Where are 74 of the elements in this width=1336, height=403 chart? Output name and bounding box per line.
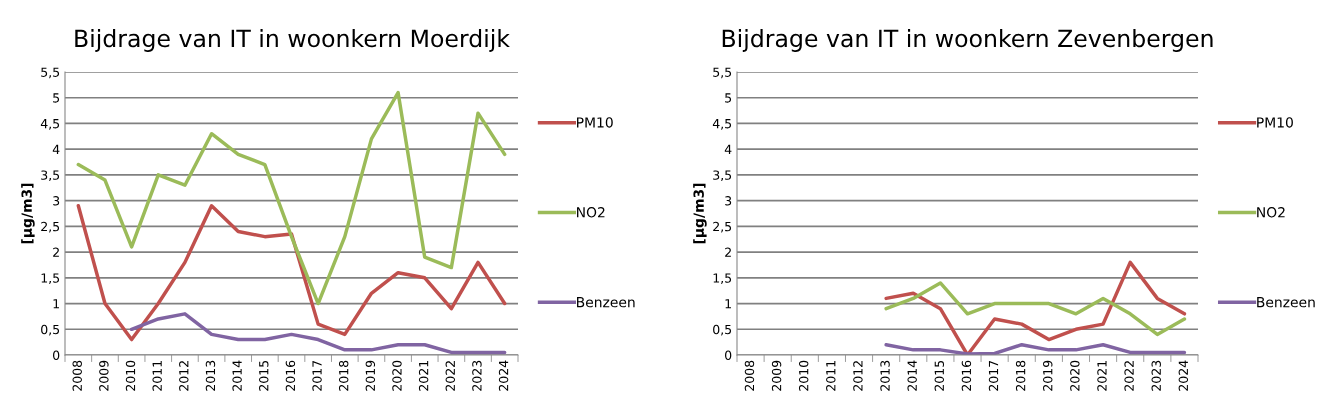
x-tick-label: 2016	[961, 360, 972, 391]
legend-label: NO2	[1257, 207, 1285, 218]
legend-label: NO2	[577, 207, 605, 218]
x-tick-label: 2020	[392, 360, 402, 391]
x-tick-label: 2015	[259, 360, 269, 391]
y-tick-label: 1	[53, 299, 59, 309]
y-tick-label: 2	[725, 247, 731, 257]
y-tick-label: 4,5	[712, 119, 732, 130]
y-tick-label: 0	[53, 350, 60, 360]
y-tick-label: 3,5	[713, 170, 732, 182]
x-tick-label: 2008	[744, 360, 755, 391]
x-tick-label: 2013	[205, 360, 216, 391]
x-tick-label: 2018	[338, 360, 349, 391]
x-tick-label: 2008	[72, 360, 82, 391]
line-series	[884, 260, 1187, 355]
legend-label: PM10	[1257, 117, 1293, 128]
x-tick-label: 2019	[365, 360, 376, 391]
x-tick-label: 2010	[125, 360, 136, 391]
y-axis-title: [µg/m3]	[693, 183, 707, 244]
x-tick-label: 2024	[1178, 360, 1189, 391]
y-tick-label: 2,5	[41, 221, 60, 233]
y-tick-label: 4,5	[40, 119, 60, 130]
y-tick-label: 3	[53, 196, 60, 206]
y-tick-label: 5	[53, 93, 60, 103]
x-tick-label: 2024	[498, 360, 509, 391]
line-series	[129, 312, 507, 355]
x-tick-label: 2021	[418, 361, 429, 391]
y-tick-label: 4	[724, 144, 732, 154]
legend-label: Benzeen	[577, 297, 635, 308]
x-tick-label: 2019	[1043, 360, 1053, 391]
x-tick-label: 2011	[826, 361, 836, 391]
x-tick-label: 2015	[934, 360, 945, 391]
x-tick-label: 2022	[445, 361, 456, 391]
line-series	[884, 342, 1187, 355]
y-axis-title: [µg/m3]	[21, 183, 35, 244]
legend-label: Benzeen	[1257, 297, 1315, 308]
line-series	[76, 204, 507, 342]
x-tick-label: 2020	[1070, 360, 1080, 391]
y-tick-label: 2,5	[713, 221, 732, 233]
y-tick-label: 1	[725, 299, 731, 309]
chart-title: Bijdrage van IT in woonkern Zevenbergen	[722, 29, 1213, 52]
y-tick-label: 4	[52, 144, 60, 154]
y-tick-label: 2	[53, 247, 59, 257]
x-tick-label: 2013	[880, 360, 890, 391]
y-tick-label: 1,5	[41, 273, 60, 285]
x-tick-label: 2010	[798, 360, 809, 391]
x-tick-label: 2018	[1015, 360, 1026, 391]
y-tick-label: 3	[725, 196, 732, 206]
x-tick-label: 2016	[285, 360, 296, 391]
x-tick-label: 2021	[1097, 361, 1107, 391]
x-tick-label: 2017	[312, 360, 322, 391]
x-tick-label: 2023	[1151, 360, 1161, 391]
y-tick-label: 5,5	[41, 67, 60, 79]
x-tick-label: 2012	[853, 361, 863, 391]
x-tick-label: 2017	[988, 360, 999, 391]
x-tick-label: 2011	[152, 361, 162, 391]
x-tick-label: 2009	[99, 360, 109, 391]
x-tick-label: 2023	[472, 360, 482, 391]
legend-label: PM10	[577, 117, 613, 128]
line-series	[76, 90, 507, 306]
line-series	[884, 281, 1187, 337]
y-tick-label: 0,5	[41, 324, 60, 336]
y-tick-label: 5	[725, 93, 732, 103]
x-tick-label: 2014	[907, 360, 917, 391]
y-tick-label: 0,5	[713, 324, 732, 336]
chart-title: Bijdrage van IT in woonkern Moerdijk	[75, 29, 510, 52]
y-tick-label: 0	[725, 350, 732, 360]
x-tick-label: 2014	[232, 360, 242, 391]
x-tick-label: 2009	[771, 360, 782, 391]
x-tick-label: 2022	[1124, 361, 1134, 391]
y-tick-label: 5,5	[713, 67, 732, 79]
y-tick-label: 1,5	[713, 273, 732, 285]
y-tick-label: 3,5	[41, 170, 60, 182]
x-tick-label: 2012	[179, 361, 189, 391]
